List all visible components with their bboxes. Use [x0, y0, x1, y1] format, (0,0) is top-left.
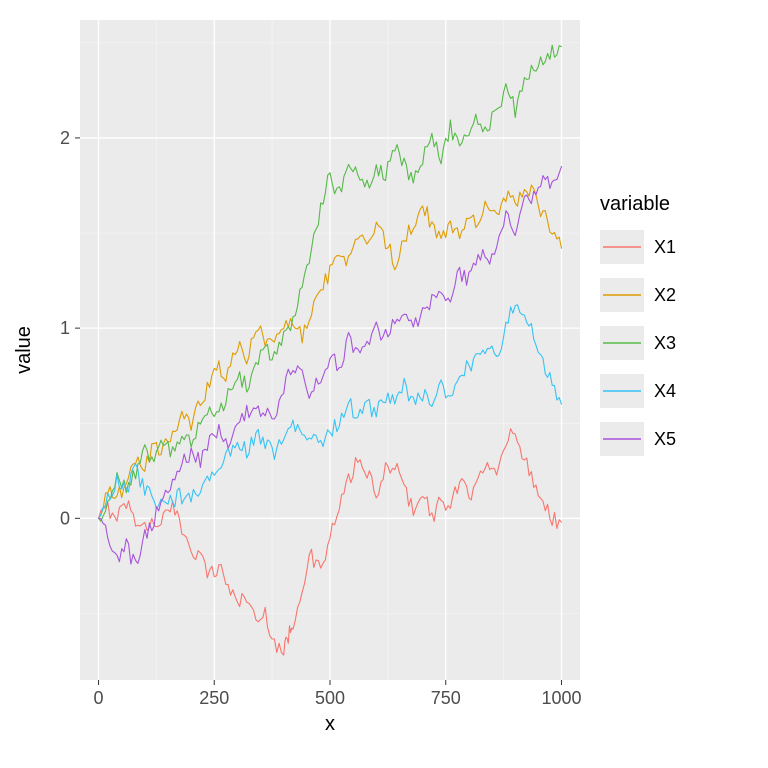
x-tick-label: 500: [315, 688, 345, 708]
legend-title: variable: [600, 193, 670, 215]
legend-label: X3: [654, 333, 676, 353]
y-tick-label: 1: [60, 318, 70, 338]
y-tick-label: 2: [60, 128, 70, 148]
y-tick-label: 0: [60, 508, 70, 528]
legend-label: X1: [654, 237, 676, 257]
x-axis-title: x: [325, 713, 335, 735]
x-tick-label: 750: [431, 688, 461, 708]
legend-label: X2: [654, 285, 676, 305]
x-tick-label: 1000: [541, 688, 581, 708]
y-axis-title: value: [13, 326, 35, 374]
line-chart: 0 250 500 750 1000 0 1 2 x value variable X1 X2 X3 X4…: [0, 0, 768, 768]
legend-label: X4: [654, 381, 676, 401]
x-tick-label: 0: [94, 688, 104, 708]
x-tick-label: 250: [199, 688, 229, 708]
legend-label: X5: [654, 429, 676, 449]
